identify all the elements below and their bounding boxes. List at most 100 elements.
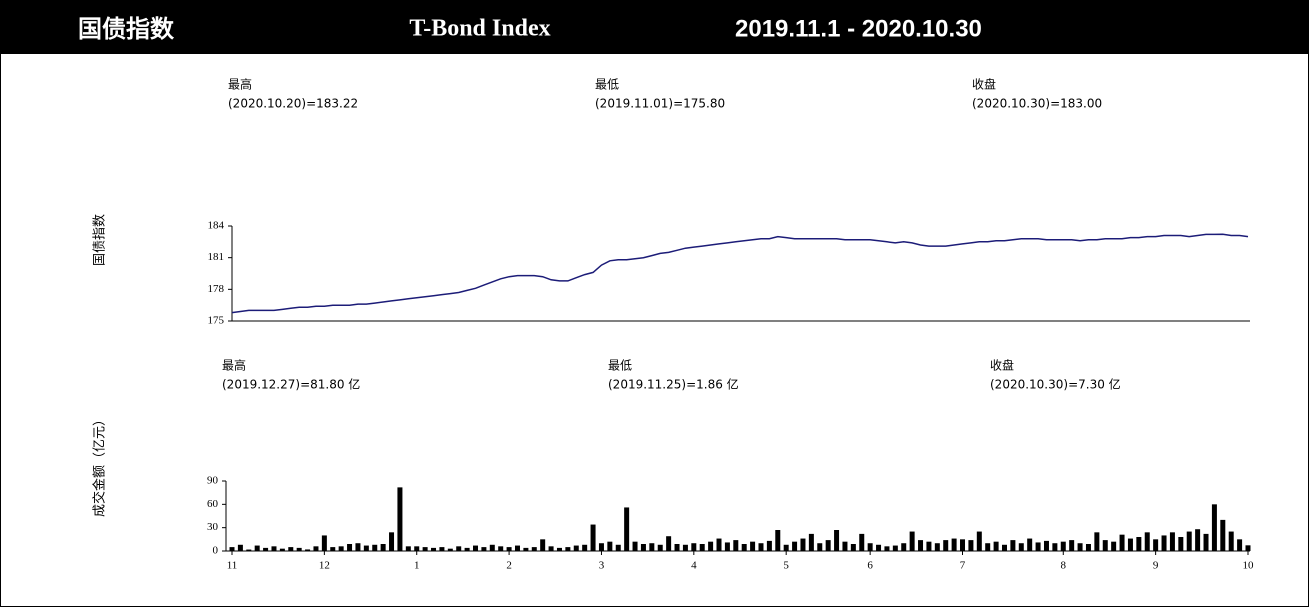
y-tick-label: 0 [213, 545, 219, 557]
volume-bar [934, 543, 940, 551]
volume-bar [1119, 534, 1125, 551]
volume-bar [884, 546, 890, 551]
volume-bar [473, 545, 479, 551]
volume-bar [1245, 545, 1251, 551]
volume-bar [926, 541, 932, 551]
volume-bar [1195, 529, 1201, 551]
volume-bar [674, 544, 680, 551]
volume-bar [556, 547, 562, 551]
y-tick-label: 90 [207, 475, 219, 487]
volume-bar [976, 531, 982, 551]
volume-bar [708, 541, 714, 551]
volume-bar [1094, 532, 1100, 551]
volume-bar [834, 530, 840, 551]
y-tick-label: 178 [208, 283, 225, 295]
volume-bar [876, 544, 882, 551]
volume-bar [901, 543, 907, 551]
volume-bar [867, 543, 873, 551]
volume-bar [305, 549, 311, 551]
x-tick-label: 9 [1153, 560, 1159, 572]
index-line [231, 233, 1249, 314]
volume-bar [892, 545, 898, 551]
x-tick-label: 7 [960, 560, 966, 572]
volume-bar [582, 544, 588, 551]
volume-bar [808, 533, 814, 551]
stat-value: (2019.11.01)=175.80 [595, 97, 725, 111]
volume-bar [1211, 504, 1217, 551]
header-title-cn: 国债指数 [78, 15, 175, 43]
volume-bar [800, 538, 806, 551]
volume-bar [229, 547, 235, 551]
y-axis-label: 成交金额（亿元） [92, 413, 108, 517]
stat-value: (2020.10.20)=183.22 [228, 97, 358, 111]
volume-bar [431, 547, 437, 551]
volume-bar [573, 545, 579, 551]
stat-value: (2020.10.30)=183.00 [972, 97, 1102, 111]
volume-bar [246, 549, 252, 551]
y-tick-label: 181 [208, 251, 225, 263]
volume-bar [1220, 519, 1226, 551]
volume-bar [909, 531, 915, 551]
volume-bar [1136, 537, 1142, 551]
y-tick-label: 30 [207, 521, 219, 533]
volume-bar [514, 545, 520, 551]
x-tick-label: 11 [227, 560, 238, 572]
x-tick-label: 2 [506, 560, 512, 572]
volume-bar [279, 548, 285, 551]
header-period: 2019.11.1 - 2020.10.30 [735, 15, 982, 42]
volume-bar [422, 547, 428, 551]
volume-bar [666, 536, 672, 551]
volume-bar [859, 533, 865, 551]
volume-bar [825, 540, 831, 551]
volume-bar [347, 544, 353, 551]
volume-bar [1052, 543, 1058, 551]
x-tick-label: 4 [691, 560, 697, 572]
x-tick-label: 5 [783, 560, 789, 572]
volume-bar [1102, 540, 1108, 551]
volume-bar [699, 544, 705, 551]
volume-bar [405, 546, 411, 551]
volume-bar [414, 546, 420, 551]
volume-bar [363, 545, 369, 551]
volume-bar [733, 540, 739, 551]
volume-bar [1228, 531, 1234, 551]
volume-bar [237, 544, 243, 551]
volume-bar [263, 547, 269, 551]
volume-bar [1077, 543, 1083, 551]
volume-bar [1127, 538, 1133, 551]
volume-bar [1203, 533, 1209, 551]
volume-bar [338, 546, 344, 551]
volume-bar [456, 546, 462, 551]
volume-bar [682, 544, 688, 551]
volume-bar [330, 547, 336, 551]
volume-bar [321, 535, 327, 551]
volume-bar [918, 540, 924, 551]
volume-bar [439, 547, 445, 551]
volume-bar [968, 540, 974, 551]
volume-bar [1069, 540, 1075, 551]
volume-bar [355, 543, 361, 551]
volume-bar [741, 544, 747, 551]
volume-bar [523, 547, 529, 551]
volume-bar [288, 547, 294, 551]
x-tick-label: 3 [599, 560, 605, 572]
stat-label: 最低 [608, 359, 632, 373]
volume-bar [1043, 540, 1049, 551]
volume-bar [1186, 531, 1192, 551]
volume-bar [1085, 544, 1091, 551]
volume-bar [565, 547, 571, 551]
volume-bar [951, 538, 957, 551]
volume-bar [850, 544, 856, 551]
volume-bar [1169, 532, 1175, 551]
volume-bar [1027, 538, 1033, 551]
volume-bar [960, 539, 966, 551]
volume-bar [1153, 539, 1159, 551]
volume-bar [649, 543, 655, 551]
volume-bar [590, 524, 596, 551]
volume-bar [254, 545, 260, 551]
volume-bar [657, 544, 663, 551]
volume-bar [1035, 542, 1041, 551]
volume-bar [498, 546, 504, 551]
